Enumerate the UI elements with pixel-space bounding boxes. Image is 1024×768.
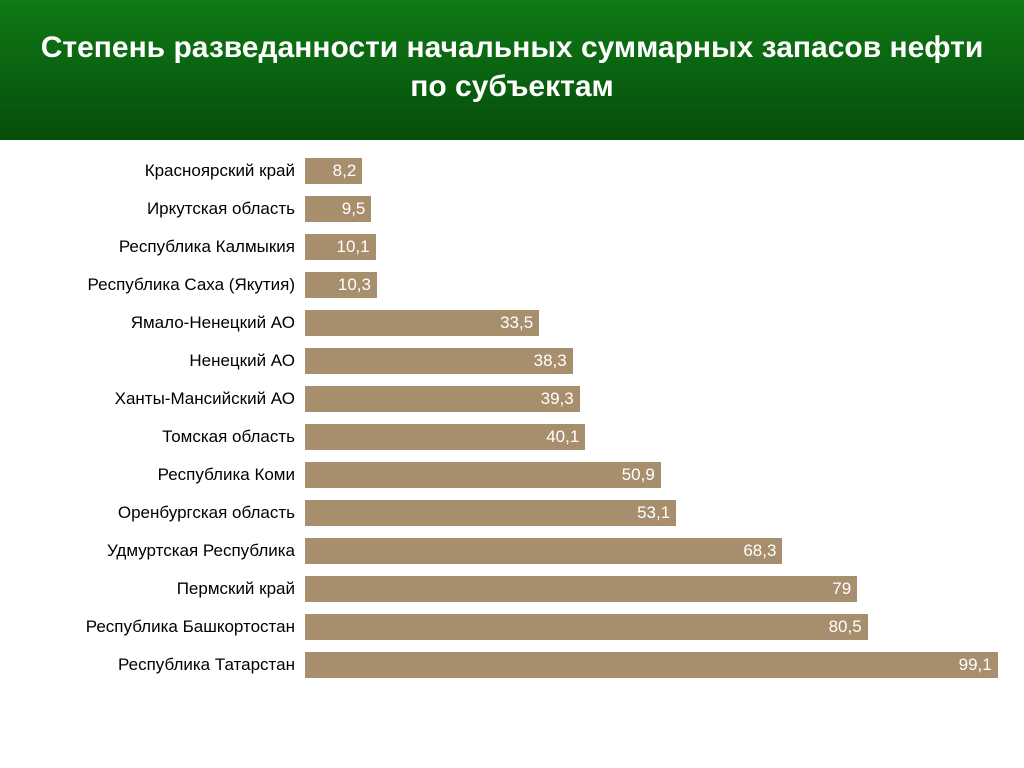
chart-row: Республика Коми 50,9 xyxy=(20,456,1004,494)
row-label: Оренбургская область xyxy=(20,503,305,523)
row-label: Республика Калмыкия xyxy=(20,237,305,257)
bar-track: 9,5 xyxy=(305,194,1004,224)
bar-track: 68,3 xyxy=(305,536,1004,566)
bar-value: 33,5 xyxy=(500,313,533,333)
row-label: Республика Саха (Якутия) xyxy=(20,275,305,295)
row-label: Удмуртская Республика xyxy=(20,541,305,561)
bar: 99,1 xyxy=(305,652,998,678)
bar-track: 39,3 xyxy=(305,384,1004,414)
bar-track: 80,5 xyxy=(305,612,1004,642)
bar-value: 8,2 xyxy=(333,161,357,181)
bar-value: 39,3 xyxy=(541,389,574,409)
slide-title: Степень разведанности начальных суммарны… xyxy=(41,31,984,103)
bar-track: 10,3 xyxy=(305,270,1004,300)
bar-value: 80,5 xyxy=(829,617,862,637)
bar-value: 40,1 xyxy=(546,427,579,447)
bar-track: 10,1 xyxy=(305,232,1004,262)
chart-row: Республика Калмыкия 10,1 xyxy=(20,228,1004,266)
bar: 40,1 xyxy=(305,424,585,450)
row-label: Ханты-Мансийский АО xyxy=(20,389,305,409)
chart-row: Ямало-Ненецкий АО 33,5 xyxy=(20,304,1004,342)
bar: 9,5 xyxy=(305,196,371,222)
chart-row: Иркутская область 9,5 xyxy=(20,190,1004,228)
bar: 50,9 xyxy=(305,462,661,488)
bar-value: 79 xyxy=(832,579,851,599)
chart-row: Пермский край 79 xyxy=(20,570,1004,608)
row-label: Красноярский край xyxy=(20,161,305,181)
row-label: Ненецкий АО xyxy=(20,351,305,371)
bar-track: 50,9 xyxy=(305,460,1004,490)
bar-value: 38,3 xyxy=(534,351,567,371)
row-label: Ямало-Ненецкий АО xyxy=(20,313,305,333)
bar: 10,1 xyxy=(305,234,376,260)
bar-track: 8,2 xyxy=(305,156,1004,186)
chart-row: Республика Саха (Якутия) 10,3 xyxy=(20,266,1004,304)
row-label: Пермский край xyxy=(20,579,305,599)
chart-row: Республика Башкортостан 80,5 xyxy=(20,608,1004,646)
bar-value: 99,1 xyxy=(959,655,992,675)
row-label: Республика Коми xyxy=(20,465,305,485)
bar: 53,1 xyxy=(305,500,676,526)
bar-track: 53,1 xyxy=(305,498,1004,528)
bar-track: 79 xyxy=(305,574,1004,604)
bar: 39,3 xyxy=(305,386,580,412)
chart-row: Республика Татарстан 99,1 xyxy=(20,646,1004,684)
bar-value: 10,3 xyxy=(338,275,371,295)
bar: 68,3 xyxy=(305,538,782,564)
bar-value: 53,1 xyxy=(637,503,670,523)
chart-area: Красноярский край 8,2 Иркутская область 9,5… xyxy=(0,140,1024,704)
slide-header: Степень разведанности начальных суммарны… xyxy=(0,0,1024,140)
chart-row: Томская область 40,1 xyxy=(20,418,1004,456)
row-label: Республика Башкортостан xyxy=(20,617,305,637)
bar: 38,3 xyxy=(305,348,573,374)
row-label: Иркутская область xyxy=(20,199,305,219)
chart-row: Ненецкий АО 38,3 xyxy=(20,342,1004,380)
bar-value: 10,1 xyxy=(337,237,370,257)
chart-row: Красноярский край 8,2 xyxy=(20,152,1004,190)
chart-row: Оренбургская область 53,1 xyxy=(20,494,1004,532)
bar: 80,5 xyxy=(305,614,868,640)
bar-track: 99,1 xyxy=(305,650,1004,680)
bar-track: 40,1 xyxy=(305,422,1004,452)
bar-value: 9,5 xyxy=(342,199,366,219)
bar: 8,2 xyxy=(305,158,362,184)
chart-row: Ханты-Мансийский АО 39,3 xyxy=(20,380,1004,418)
row-label: Республика Татарстан xyxy=(20,655,305,675)
bar-value: 50,9 xyxy=(622,465,655,485)
chart-row: Удмуртская Республика 68,3 xyxy=(20,532,1004,570)
bar: 79 xyxy=(305,576,857,602)
bar: 10,3 xyxy=(305,272,377,298)
bar-value: 68,3 xyxy=(743,541,776,561)
bar-track: 38,3 xyxy=(305,346,1004,376)
bar: 33,5 xyxy=(305,310,539,336)
row-label: Томская область xyxy=(20,427,305,447)
bar-track: 33,5 xyxy=(305,308,1004,338)
